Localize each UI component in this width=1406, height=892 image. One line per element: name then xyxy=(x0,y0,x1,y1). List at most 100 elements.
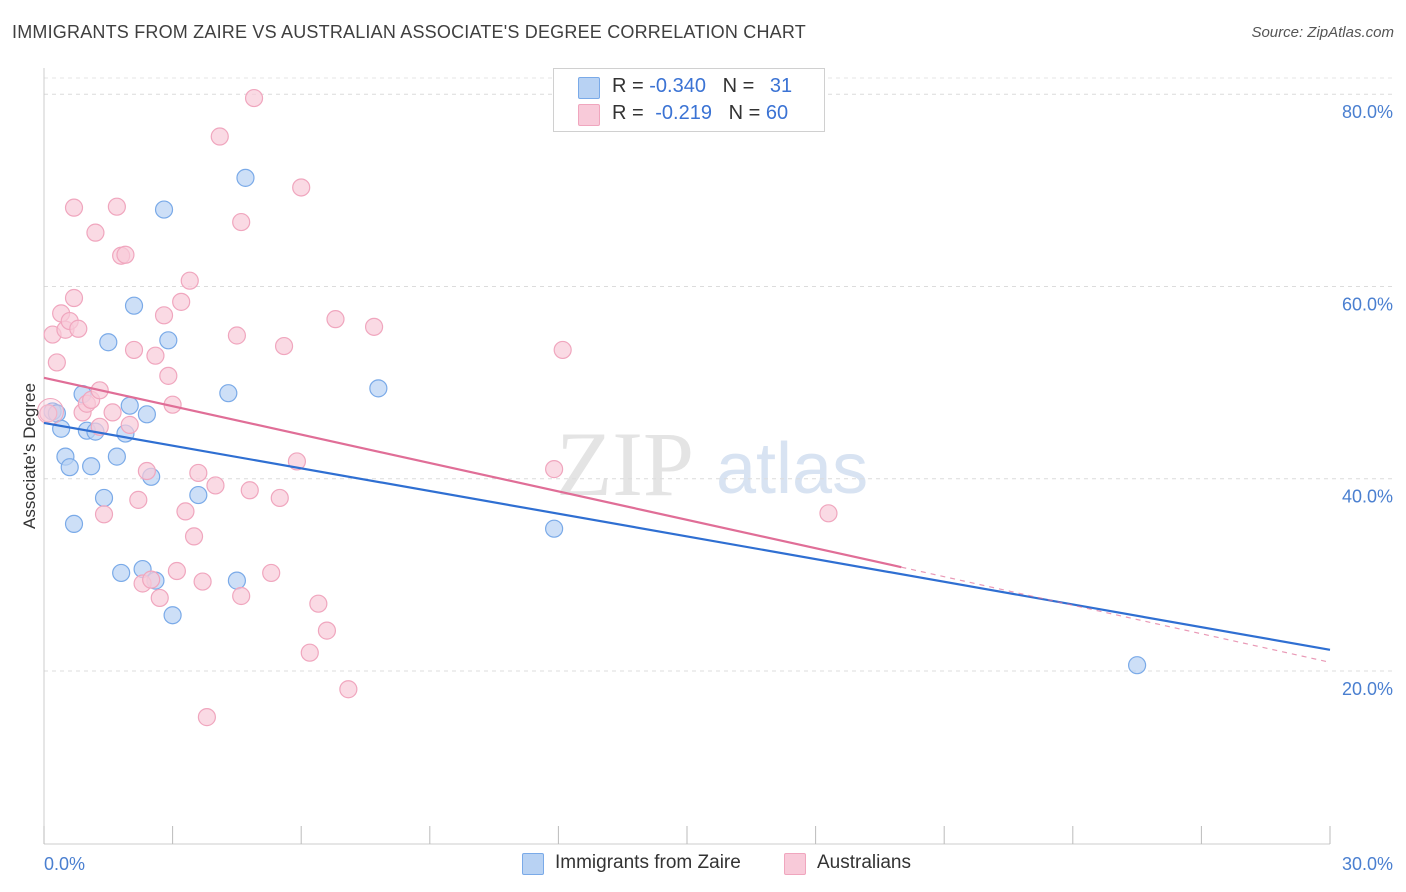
point-australians xyxy=(172,292,191,311)
point-zaire xyxy=(107,447,126,466)
correlation-legend: R = -0.340 N = 31 R = -0.219 N = 60 xyxy=(553,68,825,132)
point-australians xyxy=(326,310,345,329)
data-points xyxy=(36,88,1147,727)
trend-lines xyxy=(43,376,1331,663)
n-value-australians: 60 xyxy=(765,102,789,124)
point-australians xyxy=(159,366,178,385)
y-tick-label: 80.0% xyxy=(1342,102,1393,122)
point-australians xyxy=(819,504,838,523)
point-australians xyxy=(193,572,212,591)
gridlines xyxy=(44,77,1392,672)
point-australians xyxy=(86,223,105,242)
point-zaire xyxy=(154,200,174,219)
point-zaire xyxy=(112,563,131,583)
point-australians xyxy=(120,415,139,434)
point-zaire xyxy=(163,606,182,625)
point-australians xyxy=(64,198,84,217)
point-australians xyxy=(274,336,294,356)
n-label: N = xyxy=(728,102,766,124)
point-australians xyxy=(317,621,337,640)
point-australians xyxy=(300,643,319,662)
point-zaire xyxy=(137,405,156,424)
point-australians-cluster xyxy=(36,397,64,425)
point-australians xyxy=(154,306,174,325)
r-label: R = xyxy=(612,75,650,97)
point-australians xyxy=(116,245,135,264)
legend-swatch-australians xyxy=(578,104,600,126)
point-australians xyxy=(142,570,161,589)
point-australians xyxy=(39,404,58,423)
point-australians xyxy=(545,460,564,479)
trend-line-australians xyxy=(43,376,902,569)
point-zaire xyxy=(159,331,178,350)
point-australians xyxy=(364,317,384,336)
axes xyxy=(43,68,1331,845)
chart-title: IMMIGRANTS FROM ZAIRE VS AUSTRALIAN ASSO… xyxy=(12,22,806,42)
source-credit: Source: ZipAtlas.com xyxy=(1251,24,1394,41)
point-australians xyxy=(94,505,114,524)
point-australians xyxy=(184,527,204,546)
point-australians xyxy=(129,490,148,509)
point-australians xyxy=(124,340,144,360)
point-australians xyxy=(270,488,289,508)
point-australians xyxy=(244,88,264,108)
point-australians xyxy=(64,288,84,308)
trend-line-zaire xyxy=(43,421,1331,651)
legend-swatch-zaire xyxy=(578,77,600,99)
n-value-zaire: 31 xyxy=(769,75,793,97)
point-australians xyxy=(227,326,246,345)
point-australians xyxy=(287,452,307,471)
r-label: R = xyxy=(612,102,650,124)
point-australians xyxy=(339,680,358,699)
point-australians xyxy=(262,563,281,583)
y-tick-label: 20.0% xyxy=(1342,679,1393,699)
point-australians xyxy=(137,461,156,481)
point-australians xyxy=(150,588,169,608)
trend-line-australians-extension xyxy=(901,566,1331,663)
point-australians xyxy=(146,346,165,365)
point-australians xyxy=(197,708,216,727)
legend-text-australians: R = -0.219 N = 60 xyxy=(612,102,788,125)
point-australians xyxy=(176,502,195,521)
point-zaire xyxy=(120,396,139,415)
point-zaire xyxy=(64,514,84,534)
watermark-zip: ZIP xyxy=(556,413,694,515)
point-zaire xyxy=(94,488,114,508)
y-axis-label: Associate's Degree xyxy=(20,383,39,529)
point-zaire xyxy=(99,333,118,352)
n-label: N = xyxy=(722,75,760,97)
point-australians xyxy=(232,586,251,606)
point-zaire xyxy=(124,296,144,315)
series-swatch-zaire xyxy=(522,853,544,875)
point-australians xyxy=(206,476,225,495)
series-swatch-australians xyxy=(784,853,806,875)
y-tick-label: 40.0% xyxy=(1342,487,1393,507)
watermark-atlas: atlas xyxy=(716,429,868,509)
series-label-zaire: Immigrants from Zaire xyxy=(555,852,741,873)
point-zaire xyxy=(219,384,238,403)
point-australians xyxy=(292,178,311,197)
x-tick-label: 0.0% xyxy=(44,854,85,874)
point-zaire xyxy=(1127,656,1147,675)
point-zaire xyxy=(189,485,208,505)
point-australians xyxy=(553,340,572,360)
point-zaire xyxy=(60,458,79,477)
point-australians xyxy=(69,319,88,338)
zipatlas-watermark: ZIP atlas xyxy=(556,413,868,515)
r-value-zaire: -0.340 xyxy=(649,75,706,97)
point-australians xyxy=(309,594,328,613)
point-australians xyxy=(103,403,122,422)
point-zaire xyxy=(227,571,246,590)
r-value-australians: -0.219 xyxy=(655,102,712,124)
point-zaire xyxy=(236,168,255,187)
point-australians xyxy=(180,271,199,290)
tick-labels: 20.0% 40.0% 60.0% 80.0% 0.0% 30.0% xyxy=(44,102,1393,874)
point-australians xyxy=(232,212,251,232)
point-australians xyxy=(189,463,208,483)
point-australians xyxy=(167,561,186,581)
point-zaire xyxy=(82,457,101,476)
point-australians xyxy=(210,127,229,146)
point-australians xyxy=(240,481,259,500)
point-zaire xyxy=(545,519,564,538)
point-australians xyxy=(47,353,66,372)
